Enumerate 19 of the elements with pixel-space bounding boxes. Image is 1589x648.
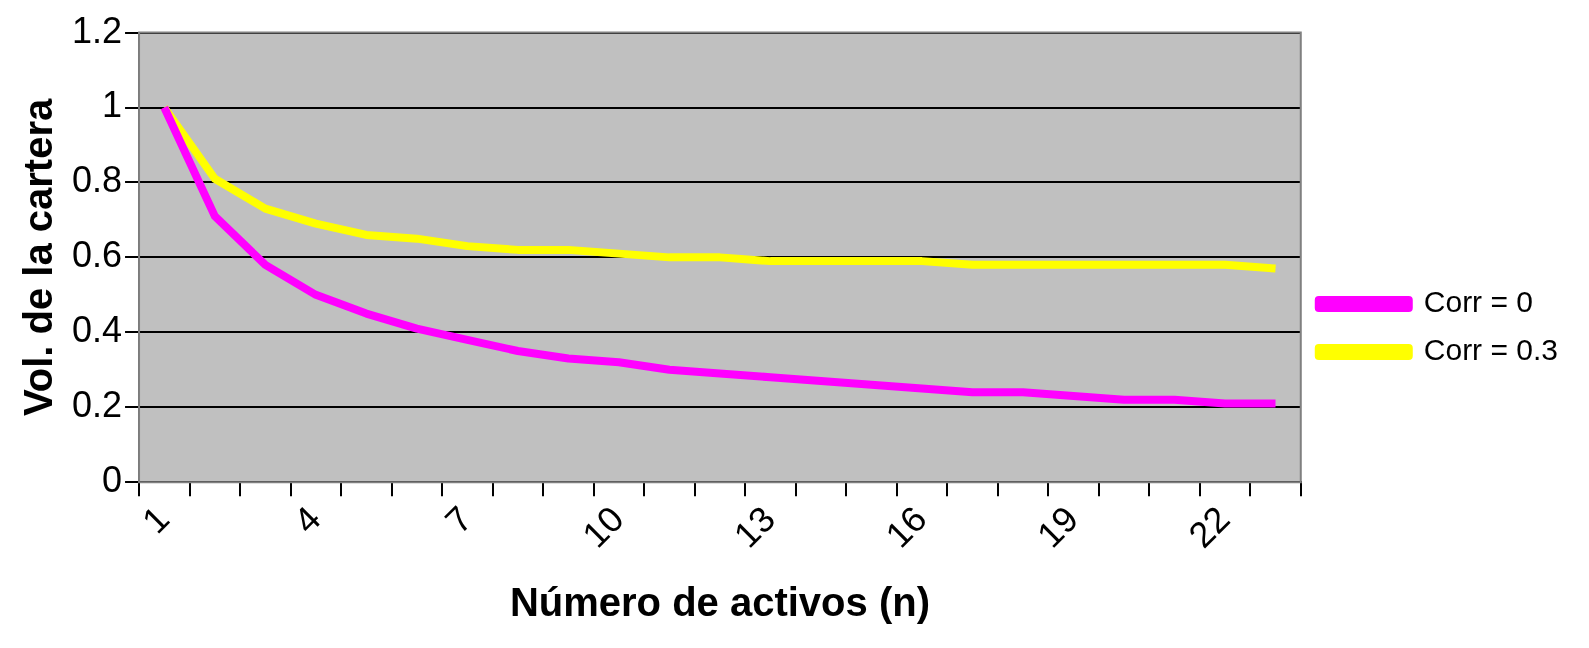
x-tick-label: 19: [1028, 498, 1087, 556]
x-tick-label: 10: [574, 498, 632, 556]
x-tick-label: 16: [877, 498, 935, 556]
y-tick-label: 0: [102, 459, 123, 501]
x-tick-label: 4: [285, 498, 329, 542]
x-tick-label: 7: [436, 498, 481, 542]
y-tick-label: 0.4: [72, 309, 123, 351]
y-tick-label: 0.2: [72, 384, 123, 426]
legend-label: Corr = 0: [1423, 285, 1533, 319]
x-axis-title: Número de activos (n): [509, 580, 930, 625]
legend-label: Corr = 0.3: [1423, 333, 1559, 367]
y-tick-label: 1.2: [72, 9, 123, 51]
x-tick-label: 13: [725, 498, 784, 556]
y-axis-title: Vol. de la cartera: [16, 98, 61, 416]
x-tick-label: 22: [1180, 498, 1238, 556]
y-tick-label: 1: [102, 84, 123, 126]
y-tick-label: 0.6: [72, 234, 123, 276]
y-tick-label: 0.8: [72, 159, 123, 201]
x-tick-label: 1: [133, 498, 177, 542]
